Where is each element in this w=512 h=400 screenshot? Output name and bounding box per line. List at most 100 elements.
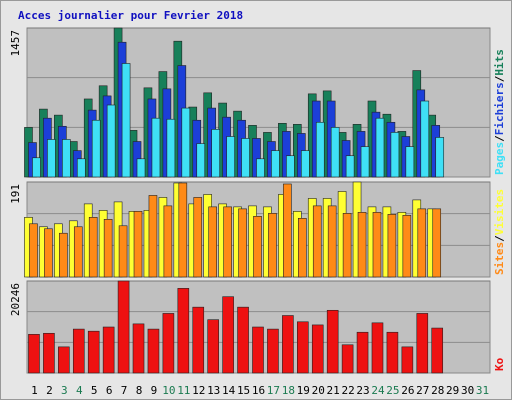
bar (192, 306, 205, 374)
y-tick-label: 1457 (9, 30, 22, 57)
bar (44, 228, 53, 278)
bar (62, 139, 71, 178)
bar (166, 118, 176, 178)
bar (286, 155, 295, 178)
bar (315, 121, 325, 178)
bar (117, 280, 130, 374)
bar (326, 309, 339, 374)
bar (226, 136, 235, 178)
bar (312, 205, 322, 278)
bar (32, 157, 41, 178)
bar (431, 327, 444, 374)
bar (223, 206, 232, 278)
bar (357, 212, 367, 278)
bar (28, 334, 40, 374)
chart-title: Acces journalier pour Fevrier 2018 (18, 9, 243, 22)
bar (405, 146, 415, 178)
bar (311, 324, 324, 374)
x-tick-label: 26 (401, 384, 414, 397)
bar (375, 117, 385, 178)
bar (196, 143, 206, 178)
x-tick-label: 2 (46, 384, 53, 397)
bar (91, 119, 101, 178)
bar (222, 296, 234, 374)
legend: Sites/Visites (493, 189, 506, 275)
x-tick-label: 12 (192, 384, 205, 397)
bar (253, 216, 262, 278)
bar (59, 232, 68, 278)
x-tick-label: 27 (416, 384, 429, 397)
x-tick-label: 16 (252, 384, 265, 397)
bar (151, 117, 161, 178)
bar (72, 328, 85, 374)
bar (147, 328, 160, 374)
bar (256, 158, 265, 178)
bar (387, 214, 397, 278)
bar (87, 330, 100, 374)
legend: Ko (493, 357, 506, 371)
bar (181, 107, 191, 178)
x-tick-label: 9 (151, 384, 158, 397)
bar (372, 212, 382, 278)
x-tick-label: 6 (106, 384, 113, 397)
bar (297, 321, 309, 374)
legend-entry: Sites (493, 242, 506, 275)
legend-entry: Ko (493, 357, 506, 371)
bar (267, 328, 279, 374)
legend-entry: Visites (493, 189, 506, 235)
bar (360, 146, 370, 178)
bar (208, 206, 217, 278)
bar (193, 197, 203, 278)
x-tick-label: 28 (431, 384, 444, 397)
bar (121, 63, 131, 178)
bar (390, 132, 400, 178)
bar (162, 313, 175, 374)
bar (29, 223, 38, 278)
bar (327, 205, 337, 278)
x-tick-label: 24 (371, 384, 385, 397)
x-tick-label: 29 (446, 384, 459, 397)
legend-entry: Fichiers (493, 82, 506, 135)
x-tick-label: 31 (476, 384, 489, 397)
bar (103, 219, 113, 278)
bar (342, 213, 352, 278)
bar (47, 139, 56, 178)
bar (356, 331, 369, 374)
bar (371, 322, 384, 374)
bar (88, 217, 98, 278)
x-tick-label: 8 (136, 384, 143, 397)
x-tick-label: 4 (76, 384, 83, 397)
bar (283, 183, 292, 278)
x-tick-label: 3 (61, 384, 68, 397)
bar (268, 213, 277, 278)
bar (301, 150, 310, 178)
bar (432, 208, 442, 278)
x-tick-label: 19 (297, 384, 310, 397)
bar (345, 155, 355, 178)
bar (237, 306, 249, 374)
bar (282, 315, 294, 374)
legend-separator: / (493, 75, 506, 82)
legend-entry: Pages (493, 142, 506, 175)
x-tick-label: 10 (162, 384, 175, 397)
bar (238, 208, 247, 278)
bar (102, 326, 115, 374)
legend-separator: / (493, 235, 506, 242)
y-tick-label: 20246 (9, 283, 22, 316)
x-tick-label: 17 (267, 384, 280, 397)
bar (178, 182, 188, 278)
bar (106, 104, 116, 178)
legend-separator: / (493, 135, 506, 142)
x-tick-label: 30 (461, 384, 474, 397)
bar (148, 195, 158, 278)
bar (132, 323, 145, 374)
x-tick-label: 23 (356, 384, 369, 397)
bar (341, 344, 354, 374)
x-tick-label: 13 (207, 384, 220, 397)
x-tick-label: 11 (177, 384, 190, 397)
legend: Pages/Fichiers/Hits (493, 49, 506, 175)
bar (136, 158, 146, 178)
bar (76, 158, 86, 178)
bar (252, 326, 264, 374)
